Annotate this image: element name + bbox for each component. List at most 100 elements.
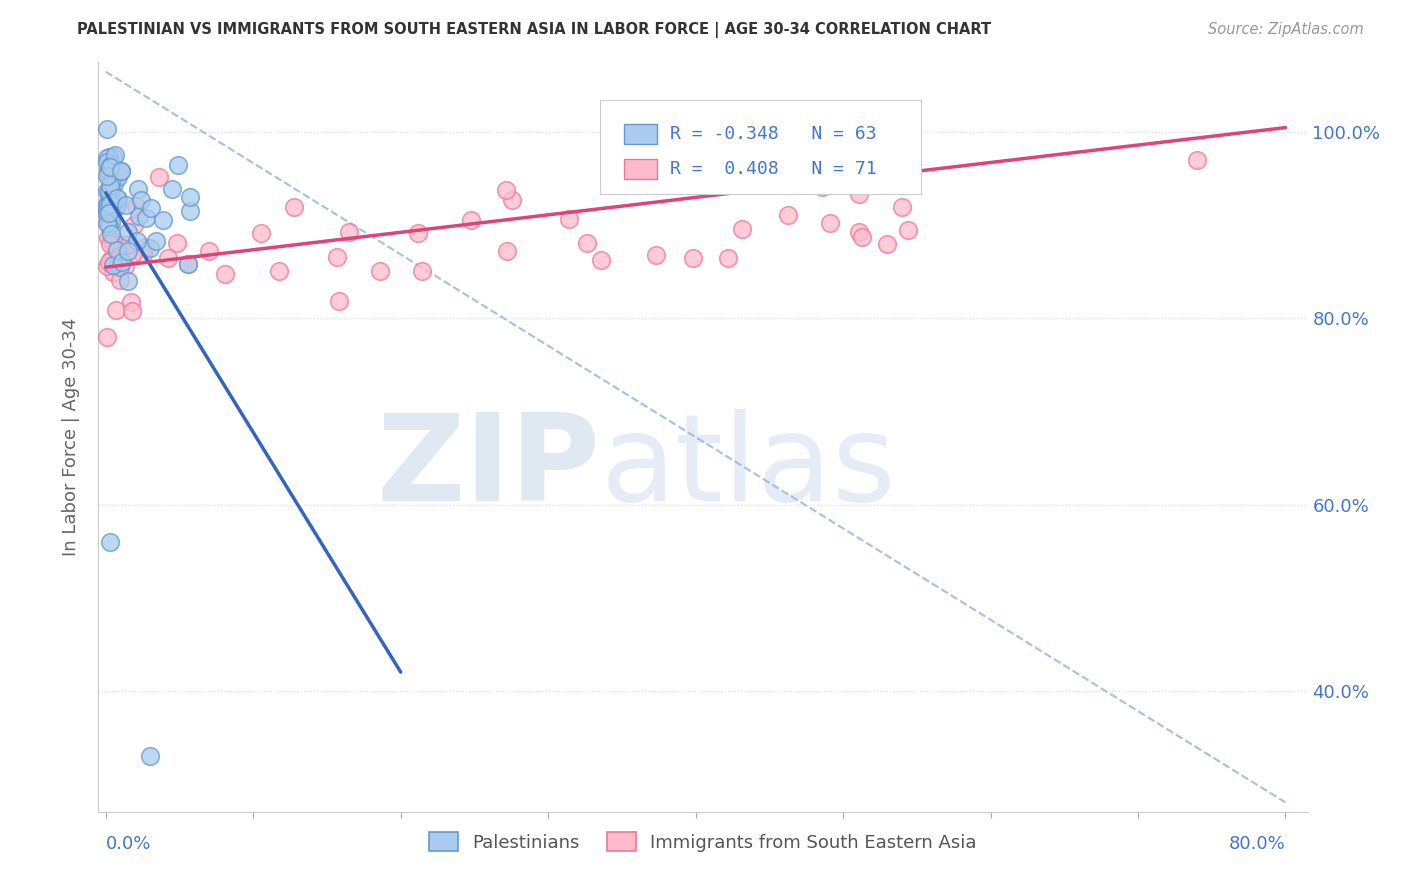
Point bbox=[120, 294, 142, 309]
Point bbox=[283, 200, 305, 214]
Point bbox=[876, 237, 898, 252]
Point bbox=[117, 275, 139, 289]
Point bbox=[96, 199, 118, 213]
Point bbox=[107, 249, 129, 263]
Point bbox=[101, 196, 124, 211]
Point bbox=[1185, 153, 1208, 168]
Point bbox=[408, 226, 430, 240]
Point bbox=[100, 183, 122, 197]
Point bbox=[558, 211, 581, 226]
Point bbox=[198, 244, 221, 259]
Point bbox=[682, 251, 704, 265]
Point bbox=[157, 251, 180, 265]
Point bbox=[97, 231, 120, 245]
Point bbox=[98, 179, 121, 194]
FancyBboxPatch shape bbox=[600, 100, 921, 194]
Point bbox=[117, 225, 139, 239]
Point bbox=[370, 264, 392, 278]
Point bbox=[100, 216, 122, 230]
Point bbox=[122, 218, 145, 232]
Point bbox=[411, 264, 433, 278]
FancyBboxPatch shape bbox=[624, 160, 657, 179]
Point bbox=[105, 197, 128, 211]
Point bbox=[98, 178, 121, 193]
Point bbox=[127, 182, 149, 196]
Point bbox=[122, 245, 145, 260]
Point bbox=[107, 237, 129, 252]
Point bbox=[104, 201, 127, 215]
Point bbox=[139, 202, 162, 216]
Point bbox=[107, 169, 129, 184]
Point bbox=[160, 182, 183, 196]
Point bbox=[100, 158, 122, 172]
Point bbox=[98, 534, 121, 549]
Point bbox=[267, 263, 290, 277]
Point bbox=[100, 176, 122, 190]
Point bbox=[179, 204, 201, 219]
Point bbox=[97, 255, 120, 269]
Point bbox=[591, 252, 613, 267]
FancyBboxPatch shape bbox=[624, 124, 657, 145]
Point bbox=[100, 233, 122, 247]
Point bbox=[107, 192, 129, 206]
Text: atlas: atlas bbox=[600, 409, 896, 525]
Point bbox=[704, 169, 727, 183]
Point bbox=[249, 226, 271, 240]
Point bbox=[890, 201, 912, 215]
Point bbox=[135, 211, 157, 226]
Point bbox=[496, 244, 519, 258]
Point bbox=[103, 177, 125, 191]
Point bbox=[101, 150, 124, 164]
Point bbox=[176, 257, 198, 271]
Point bbox=[96, 259, 118, 273]
Point bbox=[96, 330, 118, 344]
Y-axis label: In Labor Force | Age 30-34: In Labor Force | Age 30-34 bbox=[62, 318, 80, 557]
Point bbox=[897, 222, 920, 236]
Point bbox=[166, 157, 188, 171]
Point bbox=[96, 184, 118, 198]
Point bbox=[139, 241, 162, 255]
Text: R = -0.348   N = 63: R = -0.348 N = 63 bbox=[671, 125, 877, 143]
Point bbox=[97, 162, 120, 177]
Point bbox=[97, 184, 120, 198]
Point bbox=[328, 294, 350, 309]
Point bbox=[110, 273, 132, 287]
Point bbox=[731, 222, 754, 236]
Point bbox=[98, 169, 121, 183]
Point bbox=[851, 230, 873, 244]
Text: ZIP: ZIP bbox=[377, 409, 600, 525]
Point bbox=[98, 205, 121, 219]
Text: 0.0%: 0.0% bbox=[105, 835, 152, 853]
Point bbox=[101, 258, 124, 272]
Point bbox=[148, 170, 170, 185]
Point bbox=[96, 202, 118, 217]
Point bbox=[96, 207, 118, 221]
Point bbox=[495, 183, 517, 197]
Point bbox=[152, 213, 174, 227]
Point bbox=[326, 251, 349, 265]
Point bbox=[128, 209, 150, 223]
Point bbox=[132, 247, 155, 261]
Point bbox=[177, 257, 200, 271]
Point bbox=[104, 147, 127, 161]
Point bbox=[134, 240, 156, 254]
Point bbox=[776, 207, 799, 221]
Point bbox=[145, 234, 167, 248]
Point bbox=[101, 265, 124, 279]
Text: 80.0%: 80.0% bbox=[1229, 835, 1285, 853]
Point bbox=[127, 235, 149, 249]
Point bbox=[96, 196, 118, 211]
Point bbox=[97, 219, 120, 234]
Point bbox=[96, 151, 118, 165]
Point bbox=[848, 225, 870, 239]
Point bbox=[717, 251, 740, 265]
Point bbox=[105, 243, 128, 257]
Point bbox=[125, 199, 148, 213]
Point bbox=[105, 240, 128, 254]
Point bbox=[139, 748, 162, 763]
Point bbox=[105, 303, 128, 318]
Text: R =  0.408   N = 71: R = 0.408 N = 71 bbox=[671, 160, 877, 178]
Point bbox=[117, 244, 139, 258]
Point bbox=[179, 190, 201, 204]
Text: PALESTINIAN VS IMMIGRANTS FROM SOUTH EASTERN ASIA IN LABOR FORCE | AGE 30-34 COR: PALESTINIAN VS IMMIGRANTS FROM SOUTH EAS… bbox=[77, 22, 991, 38]
